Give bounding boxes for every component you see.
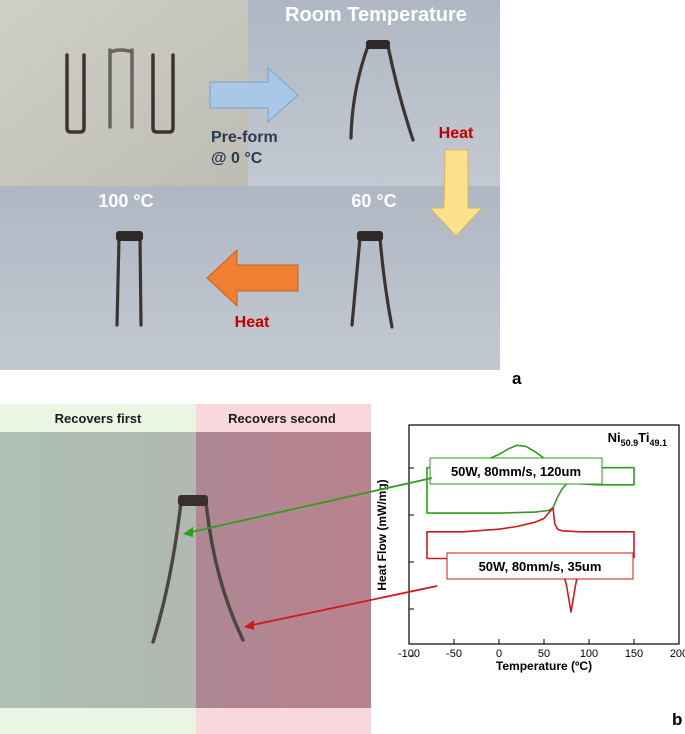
panel-a: Pre-form @ 0 °C Room Temperature Heat 60… (0, 0, 522, 388)
series-1-label: 50W, 80mm/s, 120um (451, 464, 581, 479)
green-pointer-head (183, 527, 193, 537)
title-element2: Ti (638, 430, 649, 445)
preform-caption-line1: Pre-form (211, 129, 278, 146)
series-2-label-box (446, 552, 634, 580)
x-tick-label-2: 0 (496, 648, 502, 660)
arrow-yellow-down (428, 149, 484, 237)
specimen-photo (0, 432, 371, 708)
panel-a-label: a (512, 369, 522, 388)
green-pointer-line (186, 477, 433, 534)
temp-60-label: 60 °C (351, 191, 396, 211)
arrow-blue-right (209, 66, 299, 124)
x-tick-label-6: 200 (670, 648, 685, 660)
series-2-label: 50W, 80mm/s, 35um (479, 559, 602, 574)
series-1-loop (426, 444, 635, 514)
x-tick-label-5: 150 (625, 648, 643, 660)
x-axis-label: Temperature (ºC) (496, 659, 592, 673)
x-tick-label-1: -50 (446, 648, 462, 660)
x-axis: -100 -50 0 50 100 150 200 (398, 639, 685, 660)
title-element1: Ni (608, 430, 621, 445)
panel-b-specimen (151, 495, 245, 644)
title-sub2: 49.1 (649, 438, 667, 448)
preform-specimens (65, 48, 175, 134)
red-pointer-head (244, 620, 254, 630)
red-pointer-line (247, 585, 438, 627)
temp-100-label: 100 °C (98, 191, 153, 211)
arrow-orange-left (206, 248, 299, 308)
chart-title: Ni50.9Ti49.1 (608, 430, 667, 448)
title-sub1: 50.9 (621, 438, 639, 448)
photo-preform (0, 0, 248, 186)
panel-b-label: b (672, 710, 682, 729)
x-tick-label-4: 100 (580, 648, 598, 660)
heat-label-horizontal: Heat (235, 314, 270, 331)
recovers-first-label: Recovers first (55, 411, 142, 426)
y-axis (409, 467, 414, 657)
recovers-second-overlay (196, 432, 371, 708)
y-axis-label: Heat Flow (mW/mg) (375, 479, 389, 590)
x-tick-label-3: 50 (538, 648, 550, 660)
panel-b: Recovers first Recovers second -100 -50 0 5… (0, 404, 685, 734)
specimen-100c (115, 231, 143, 327)
recovers-second-label: Recovers second (228, 411, 336, 426)
recovers-first-overlay (0, 432, 196, 708)
heat-label-vertical: Heat (439, 125, 474, 142)
preform-caption-line2: @ 0 °C (211, 150, 263, 167)
dsc-chart: -100 -50 0 50 100 150 200 Ni50.9Ti49.1 Tempera… (375, 424, 685, 673)
specimen-60c (350, 231, 394, 329)
specimen-room-temperature (349, 40, 415, 142)
series-1-label-box (429, 457, 603, 485)
annotation-arrows (183, 477, 438, 630)
room-temperature-label: Room Temperature (285, 4, 467, 26)
x-tick-label-0: -100 (398, 648, 420, 660)
